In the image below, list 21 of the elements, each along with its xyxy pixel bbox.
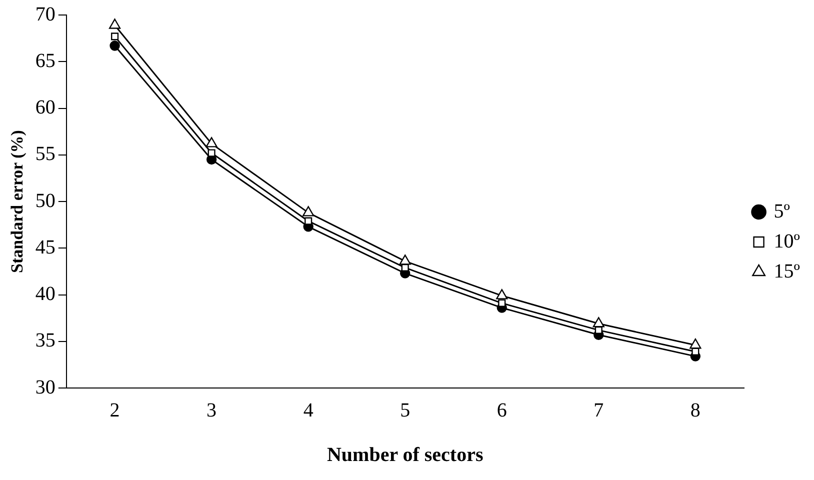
x-tick-label: 4 xyxy=(303,399,314,422)
y-tick-label: 40 xyxy=(35,283,56,305)
y-tick-label: 65 xyxy=(35,50,56,72)
y-tick-label: 30 xyxy=(35,376,56,398)
y-tick-label: 35 xyxy=(35,330,56,352)
legend-label: 15º xyxy=(774,260,800,282)
x-tick-label: 8 xyxy=(690,399,700,422)
x-tick-label: 5 xyxy=(400,399,410,422)
x-tick-label: 2 xyxy=(110,399,120,422)
legend-label: 5º xyxy=(774,200,790,222)
legend-label: 10º xyxy=(774,230,800,252)
y-tick-label: 70 xyxy=(35,3,56,26)
y-tick-label: 50 xyxy=(35,190,56,212)
x-axis-title: Number of sectors xyxy=(326,444,484,466)
x-tick-label: 7 xyxy=(594,399,604,422)
y-tick-label: 45 xyxy=(35,236,56,258)
y-axis-title: Standard error (%) xyxy=(8,130,27,273)
y-tick-label: 55 xyxy=(35,143,56,166)
y-tick-label: 60 xyxy=(35,96,56,118)
x-tick-label: 6 xyxy=(496,399,507,422)
x-tick-label: 3 xyxy=(206,399,217,422)
